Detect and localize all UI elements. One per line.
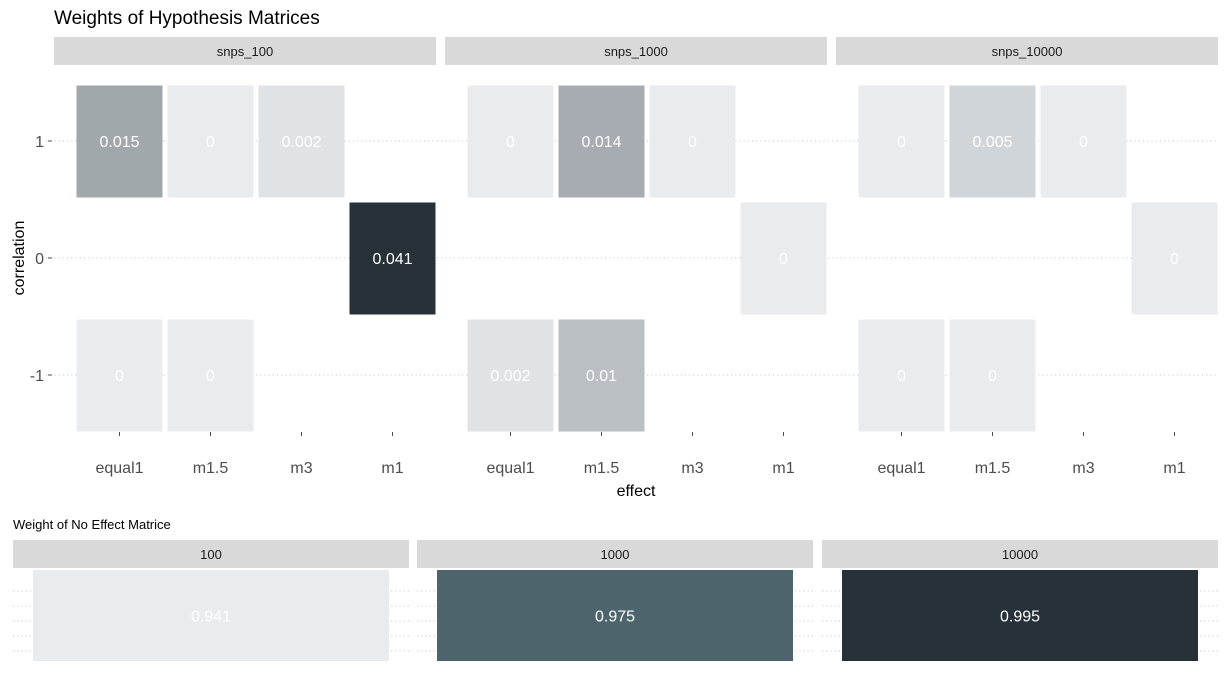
heatmap-cell <box>467 319 554 432</box>
facet-strip <box>836 37 1218 65</box>
heatmap-cell <box>949 85 1036 198</box>
cell-value-label: 0.975 <box>595 609 635 626</box>
cell-value-label: 0 <box>1079 134 1088 151</box>
y-tick-label: -1 <box>30 368 44 385</box>
x-tick-label: m1 <box>1163 460 1185 477</box>
x-tick-label: m1.5 <box>193 460 229 477</box>
heatmap-cell <box>76 85 163 198</box>
x-axis-title: effect <box>617 483 656 500</box>
heatmap-cell <box>858 319 945 432</box>
cell-value-label: 0.041 <box>372 251 412 268</box>
heatmap-cell <box>649 85 736 198</box>
cell-value-label: 0.995 <box>1000 609 1040 626</box>
heatmap-cell <box>1131 202 1218 315</box>
cell-value-label: 0.015 <box>99 134 139 151</box>
cell-value-label: 0.002 <box>490 368 530 385</box>
heatmap-cell <box>949 319 1036 432</box>
x-axis-ticks: equal1 m1.5 m3 m1 equal1 m1.5 m3 m1 equal1 m1.5 m3… <box>95 432 1186 477</box>
x-tick-label: m1.5 <box>584 460 620 477</box>
heatmap-cell <box>842 570 1198 661</box>
y-axis-title: correlation <box>11 221 28 296</box>
x-tick-label: m1.5 <box>975 460 1011 477</box>
cell-value-label: 0 <box>688 134 697 151</box>
x-tick-label: m3 <box>681 460 703 477</box>
x-tick-label: m1 <box>381 460 403 477</box>
y-tick-label: 0 <box>35 251 44 268</box>
facet-strip <box>822 540 1218 568</box>
facet-strip <box>417 540 813 568</box>
facet-strip <box>54 37 436 65</box>
heatmap-cell <box>1040 85 1127 198</box>
x-tick-label: equal1 <box>95 460 143 477</box>
heatmap-cell <box>467 85 554 198</box>
cell-value-label: 0 <box>206 368 215 385</box>
cell-value-label: 0.002 <box>281 134 321 151</box>
heatmap-cell <box>167 85 254 198</box>
top-facet-strips: snps_100 snps_1000 snps_10000 <box>54 37 1218 65</box>
main-chart-title: Weights of Hypothesis Matrices <box>54 8 320 29</box>
cell-value-label: 0.005 <box>972 134 1012 151</box>
heatmap-cell <box>76 319 163 432</box>
heatmap-cell <box>167 319 254 432</box>
facet-strip-label: 100 <box>200 547 222 562</box>
facet-strip-label: snps_1000 <box>604 44 668 59</box>
x-tick-label: equal1 <box>877 460 925 477</box>
x-tick-label: m3 <box>290 460 312 477</box>
facet-strip-label: snps_100 <box>217 44 273 59</box>
heatmap-cell <box>558 319 645 432</box>
cell-value-label: 0 <box>779 251 788 268</box>
cell-value-label: 0.014 <box>581 134 621 151</box>
heatmap-cell <box>258 85 345 198</box>
x-tick-label: m1 <box>772 460 794 477</box>
facet-strip <box>13 540 409 568</box>
bottom-heatmap-cells: 0.941 0.975 0.995 <box>33 570 1198 661</box>
heatmap-cell <box>740 202 827 315</box>
top-heatmap-cells: 0.015 0 0.002 0.041 0 0 0 0.014 0 0 0.002 0.01 0 0.00… <box>76 85 1218 432</box>
bottom-facet-strips: 100 1000 10000 <box>13 540 1218 568</box>
x-tick-label: equal1 <box>486 460 534 477</box>
facet-strip <box>445 37 827 65</box>
facet-strip-label: snps_10000 <box>992 44 1063 59</box>
y-tick-label: 1 <box>35 134 44 151</box>
cell-value-label: 0 <box>897 368 906 385</box>
cell-value-label: 0.941 <box>191 609 231 626</box>
y-axis-ticks: 1 0 -1 <box>30 134 52 385</box>
facet-strip-label: 1000 <box>601 547 630 562</box>
cell-value-label: 0 <box>115 368 124 385</box>
cell-value-label: 0 <box>506 134 515 151</box>
cell-value-label: 0 <box>1170 251 1179 268</box>
cell-value-label: 0.01 <box>586 368 617 385</box>
heatmap-cell <box>33 570 389 661</box>
x-tick-label: m3 <box>1072 460 1094 477</box>
heatmap-cell <box>437 570 793 661</box>
cell-value-label: 0 <box>897 134 906 151</box>
heatmap-cell <box>858 85 945 198</box>
heatmap-cell <box>349 202 436 315</box>
cell-value-label: 0 <box>206 134 215 151</box>
secondary-chart-title: Weight of No Effect Matrice <box>13 517 171 532</box>
cell-value-label: 0 <box>988 368 997 385</box>
facet-strip-label: 10000 <box>1002 547 1038 562</box>
heatmap-cell <box>558 85 645 198</box>
